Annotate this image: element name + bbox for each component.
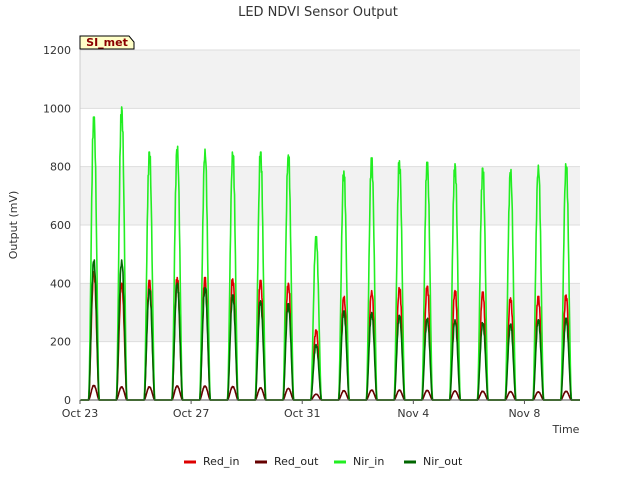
legend-item-nir-in: Nir_in — [334, 455, 384, 468]
x-axis-label: Time — [552, 423, 580, 436]
y-axis-label: Output (mV) — [7, 191, 20, 260]
plot-band — [80, 108, 580, 167]
x-tick-label: Oct 27 — [173, 407, 210, 420]
x-tick-labels: Oct 23 Oct 27 Oct 31 Nov 4 Nov 8 — [62, 400, 540, 420]
x-tick-label: Nov 4 — [397, 407, 429, 420]
x-tick-label: Nov 8 — [508, 407, 540, 420]
y-tick-label: 1000 — [43, 102, 71, 115]
legend-label: Red_out — [274, 455, 319, 468]
axes — [79, 50, 580, 401]
legend: Red_in Red_out Nir_in Nir_out — [184, 455, 463, 468]
site-badge: SI_met — [79, 35, 135, 50]
y-tick-label: 800 — [50, 161, 71, 174]
plot-band — [80, 50, 580, 109]
y-tick-labels: 0 200 400 600 800 1000 1200 — [43, 44, 71, 407]
x-tick-label: Oct 23 — [62, 407, 99, 420]
y-tick-label: 1200 — [43, 44, 71, 57]
chart-title: LED NDVI Sensor Output — [238, 5, 398, 20]
legend-label: Nir_in — [353, 455, 384, 468]
x-tick-label: Oct 31 — [284, 407, 321, 420]
legend-label: Nir_out — [423, 455, 463, 468]
y-tick-label: 0 — [64, 394, 71, 407]
y-tick-label: 400 — [50, 277, 71, 290]
legend-item-red-out: Red_out — [255, 455, 319, 468]
plot-band — [80, 166, 580, 225]
site-badge-text: SI_met — [86, 36, 128, 49]
legend-label: Red_in — [203, 455, 239, 468]
legend-item-nir-out: Nir_out — [404, 455, 463, 468]
y-tick-label: 200 — [50, 336, 71, 349]
plot-band — [80, 283, 580, 342]
plot-band — [80, 341, 580, 400]
plot-background — [80, 50, 580, 400]
legend-item-red-in: Red_in — [184, 455, 239, 468]
plot-band — [80, 225, 580, 284]
y-tick-label: 600 — [50, 219, 71, 232]
